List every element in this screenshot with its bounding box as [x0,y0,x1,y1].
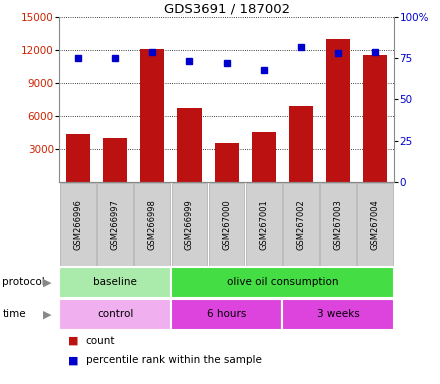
Text: percentile rank within the sample: percentile rank within the sample [86,355,262,365]
Bar [282,299,394,329]
FancyBboxPatch shape [97,183,133,266]
FancyBboxPatch shape [209,183,245,266]
FancyBboxPatch shape [135,183,170,266]
Text: GSM266999: GSM266999 [185,199,194,250]
Bar [59,267,171,298]
Text: GSM266998: GSM266998 [148,199,157,250]
Text: GSM267003: GSM267003 [334,199,343,250]
Bar [59,299,171,329]
Bar [326,39,350,182]
Text: GSM267004: GSM267004 [371,199,380,250]
FancyBboxPatch shape [172,183,207,266]
Text: control: control [97,309,133,319]
Text: ▶: ▶ [43,309,52,319]
Text: GSM266997: GSM266997 [110,199,120,250]
Text: GSM267002: GSM267002 [297,199,305,250]
Text: baseline: baseline [93,277,137,288]
FancyBboxPatch shape [283,183,319,266]
Bar [103,138,127,182]
Text: ■: ■ [68,336,79,346]
Text: ■: ■ [68,355,79,365]
Text: 6 hours: 6 hours [207,309,246,319]
Bar [171,299,282,329]
Text: time: time [2,309,26,319]
Text: GSM267000: GSM267000 [222,199,231,250]
Bar [289,106,313,182]
FancyBboxPatch shape [60,183,96,266]
Bar [66,134,90,182]
Text: GSM267001: GSM267001 [259,199,268,250]
Text: count: count [86,336,115,346]
Title: GDS3691 / 187002: GDS3691 / 187002 [164,3,290,16]
FancyBboxPatch shape [246,183,282,266]
Text: olive oil consumption: olive oil consumption [227,277,338,288]
Bar [171,267,394,298]
Text: GSM266996: GSM266996 [73,199,82,250]
Text: 3 weeks: 3 weeks [317,309,359,319]
Bar [215,144,238,182]
Bar [177,108,202,182]
Bar [363,55,387,182]
Bar [140,49,165,182]
FancyBboxPatch shape [357,183,393,266]
FancyBboxPatch shape [320,183,356,266]
Text: protocol: protocol [2,277,45,288]
Bar [252,132,276,182]
Text: ▶: ▶ [43,277,52,288]
